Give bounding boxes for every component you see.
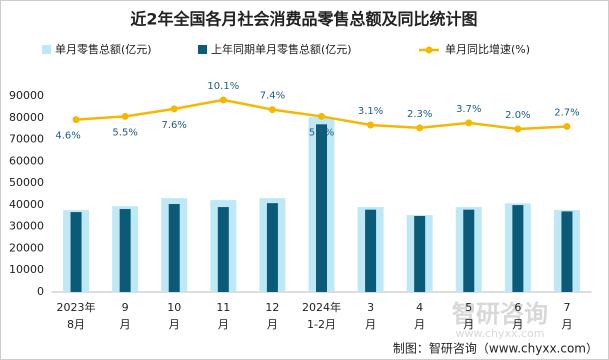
bar (463, 209, 475, 292)
growth-marker (121, 112, 129, 120)
bar (217, 207, 229, 292)
y-tick-label: 70000 (9, 133, 44, 146)
x-tick-label: 2023年 (57, 300, 96, 314)
data-label: 10.1% (207, 81, 239, 92)
x-tick-label: 月 (512, 318, 523, 331)
growth-marker (318, 112, 325, 120)
x-tick-label: 月 (414, 318, 425, 331)
y-tick-label: 20000 (9, 241, 44, 254)
y-tick-label: 80000 (9, 111, 44, 124)
bar (561, 211, 573, 292)
x-tick-label: 月 (365, 318, 376, 331)
x-tick-label: 9 (122, 301, 129, 314)
bar (414, 215, 426, 292)
growth-marker (514, 125, 522, 133)
data-label: 5.5% (309, 127, 334, 138)
legend-label: 上年同期单月零售总额(亿元) (211, 42, 352, 56)
y-tick-label: 10000 (9, 263, 44, 276)
data-label: 5.5% (112, 127, 137, 138)
growth-marker (268, 106, 276, 114)
legend-swatch (42, 45, 51, 54)
x-tick-label: 5 (465, 301, 472, 314)
x-tick-label: 月 (218, 318, 229, 331)
data-label: 4.6% (55, 131, 80, 142)
y-tick-label: 60000 (9, 154, 44, 167)
legend-label: 单月零售总额(亿元) (55, 42, 152, 56)
data-label: 7.4% (260, 91, 285, 102)
growth-marker (465, 119, 473, 127)
x-tick-label: 月 (561, 318, 572, 331)
x-tick-label: 10 (167, 301, 181, 314)
bar (512, 205, 524, 292)
data-label: 2.3% (407, 109, 432, 120)
growth-marker (72, 116, 80, 124)
bar (70, 212, 82, 292)
data-label: 2.7% (554, 107, 579, 118)
chart-title: 近2年全国各月社会消费品零售总额及同比统计图 (130, 10, 477, 29)
bar (119, 209, 131, 292)
bar (316, 124, 327, 292)
legend-label: 单月同比增速(%) (445, 42, 530, 56)
x-tick-label: 月 (120, 318, 131, 331)
x-tick-label: 1-2月 (307, 318, 336, 331)
watermark: 智研咨询 (452, 300, 548, 328)
x-tick-label: 4 (416, 301, 423, 314)
x-tick-label: 3 (367, 301, 374, 314)
bar (266, 203, 278, 292)
y-tick-label: 50000 (9, 176, 44, 189)
growth-marker (367, 121, 375, 129)
data-label: 3.1% (358, 106, 383, 117)
growth-marker (170, 105, 178, 113)
x-tick-label: 12 (265, 301, 279, 314)
y-tick-label: 40000 (9, 198, 44, 211)
data-label: 3.7% (456, 104, 481, 115)
watermark-url: www.chyxx.com (455, 327, 544, 340)
footer: 制图：智研咨询（www.chyxx.com） (393, 341, 598, 356)
x-tick-label: 7 (563, 301, 570, 314)
growth-marker (563, 122, 571, 130)
legend-swatch (198, 45, 207, 54)
y-tick-label: 90000 (9, 89, 44, 102)
y-tick-label: 0 (37, 285, 44, 298)
x-tick-label: 月 (267, 318, 278, 331)
x-tick-label: 8月 (67, 318, 85, 331)
y-tick-label: 30000 (9, 220, 44, 233)
bar (365, 209, 377, 292)
x-tick-label: 11 (216, 301, 230, 314)
growth-marker (416, 124, 424, 132)
data-label: 2.0% (505, 110, 530, 121)
x-tick-label: 2024年 (302, 300, 341, 314)
x-tick-label: 月 (169, 318, 180, 331)
growth-marker (219, 96, 227, 104)
legend-swatch (425, 46, 433, 54)
bar (168, 204, 180, 292)
x-tick-label: 月 (463, 318, 474, 331)
x-tick-label: 6 (514, 301, 521, 314)
data-label: 7.6% (162, 120, 187, 131)
